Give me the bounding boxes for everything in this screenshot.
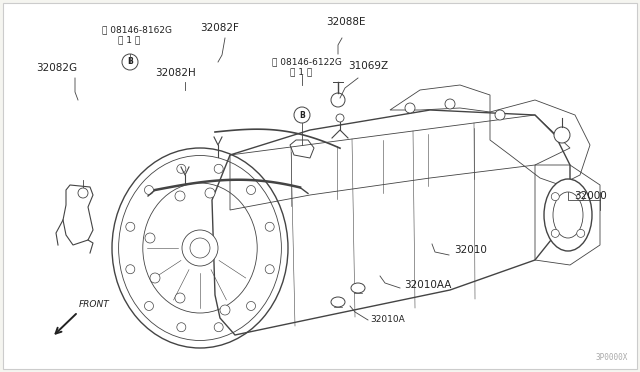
Ellipse shape <box>351 283 365 293</box>
Text: 32082G: 32082G <box>36 63 77 73</box>
Text: 31069Z: 31069Z <box>348 61 388 71</box>
Text: B: B <box>299 110 305 119</box>
Circle shape <box>145 233 155 243</box>
Circle shape <box>175 293 185 303</box>
Circle shape <box>122 54 138 70</box>
Circle shape <box>554 127 570 143</box>
Circle shape <box>331 93 345 107</box>
Circle shape <box>294 107 310 123</box>
Circle shape <box>577 230 585 237</box>
Circle shape <box>205 188 215 198</box>
Ellipse shape <box>553 192 583 238</box>
Circle shape <box>214 164 223 173</box>
Circle shape <box>445 99 455 109</box>
Text: 32082F: 32082F <box>200 23 239 33</box>
Text: Ⓑ 08146-6122G: Ⓑ 08146-6122G <box>272 58 342 67</box>
Circle shape <box>246 301 255 311</box>
Ellipse shape <box>544 179 592 251</box>
Text: FRONT: FRONT <box>79 300 109 309</box>
Circle shape <box>150 273 160 283</box>
Circle shape <box>126 265 135 274</box>
Circle shape <box>495 110 505 120</box>
Circle shape <box>577 193 585 201</box>
Circle shape <box>175 191 185 201</box>
Circle shape <box>265 222 274 231</box>
Circle shape <box>265 265 274 274</box>
Circle shape <box>145 301 154 311</box>
Text: 32088E: 32088E <box>326 17 365 27</box>
Text: （ 1 ）: （ 1 ） <box>290 67 312 77</box>
Text: Ⓑ 08146-8162G: Ⓑ 08146-8162G <box>102 26 172 35</box>
Text: （ 1 ）: （ 1 ） <box>118 35 140 45</box>
Circle shape <box>177 164 186 173</box>
Circle shape <box>336 114 344 122</box>
Circle shape <box>551 230 559 237</box>
Ellipse shape <box>331 297 345 307</box>
Text: 32010A: 32010A <box>370 315 404 324</box>
Circle shape <box>405 103 415 113</box>
Text: 32010AA: 32010AA <box>404 280 451 290</box>
Text: B: B <box>127 58 133 67</box>
Text: 32082H: 32082H <box>155 68 196 78</box>
Circle shape <box>220 305 230 315</box>
Text: 32000: 32000 <box>574 191 607 201</box>
Circle shape <box>78 188 88 198</box>
Circle shape <box>182 230 218 266</box>
Circle shape <box>246 186 255 195</box>
Circle shape <box>190 238 210 258</box>
Circle shape <box>551 193 559 201</box>
Circle shape <box>214 323 223 332</box>
Text: 3P0000X: 3P0000X <box>596 353 628 362</box>
Circle shape <box>126 222 135 231</box>
Circle shape <box>177 323 186 332</box>
Text: 32010: 32010 <box>454 245 487 255</box>
Circle shape <box>145 186 154 195</box>
